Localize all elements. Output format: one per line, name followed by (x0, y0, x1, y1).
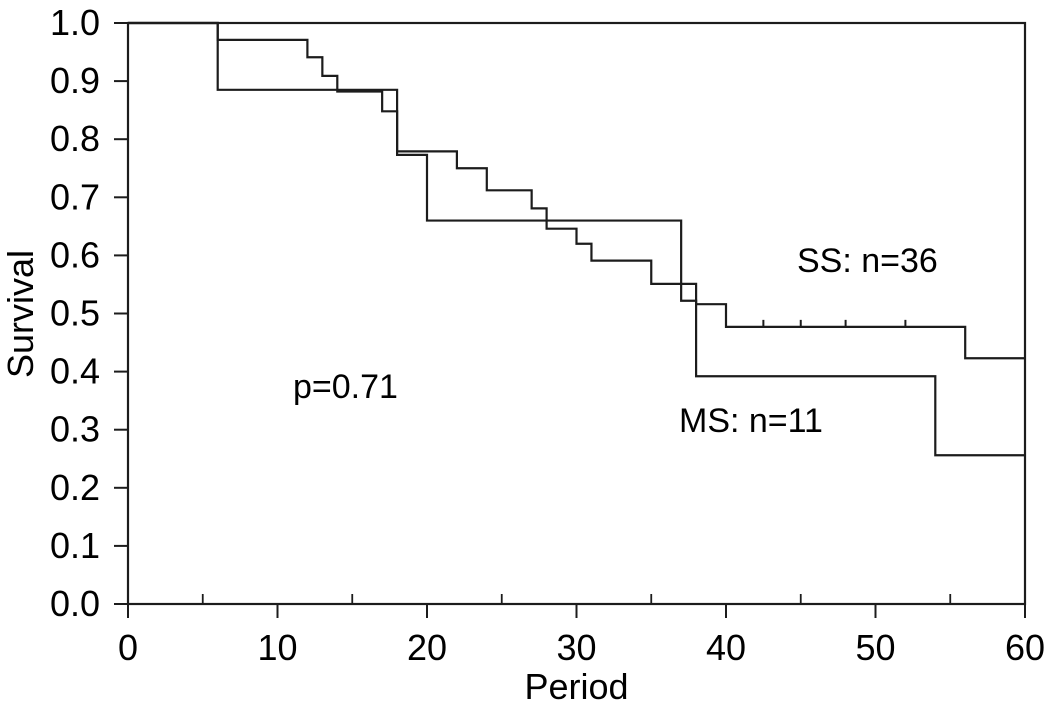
tick-labels-layer: 1.0 0.9 0.8 0.7 0.6 0.5 0.4 0.3 0.2 0.1 0.0 0 10 20 30… (50, 2, 1045, 668)
y-tick-label: 0.0 (50, 583, 100, 624)
x-tick-label: 40 (706, 627, 746, 668)
y-tick-label: 0.4 (50, 351, 100, 392)
x-tick-label: 50 (855, 627, 895, 668)
axes-layer (114, 21, 1027, 618)
y-tick-label: 0.7 (50, 176, 100, 217)
y-axis-title: Survival (0, 249, 41, 378)
y-tick-label: 0.9 (50, 60, 100, 101)
ss-series-label: SS: n=36 (797, 242, 938, 280)
y-tick-label: 1.0 (50, 2, 100, 43)
survival-curve-ss (128, 21, 1025, 360)
x-tick-label: 30 (556, 627, 596, 668)
x-tick-label: 10 (257, 627, 297, 668)
y-tick-label: 0.5 (50, 293, 100, 334)
y-tick-label: 0.1 (50, 525, 100, 566)
x-axis-title: Period (524, 666, 629, 707)
y-tick-label: 0.8 (50, 118, 100, 159)
y-tick-label: 0.2 (50, 467, 100, 508)
x-tick-label: 20 (407, 627, 447, 668)
y-tick-label: 0.3 (50, 409, 100, 450)
x-tick-label: 60 (1005, 627, 1045, 668)
curves-layer (128, 21, 1025, 457)
plot-frame (126, 21, 1027, 606)
ms-series-label: MS: n=11 (679, 402, 823, 440)
y-tick-label: 0.6 (50, 234, 100, 275)
x-tick-label: 0 (118, 627, 138, 668)
survival-curve-ms (128, 21, 1025, 457)
p-value-annotation: p=0.71 (293, 368, 398, 406)
